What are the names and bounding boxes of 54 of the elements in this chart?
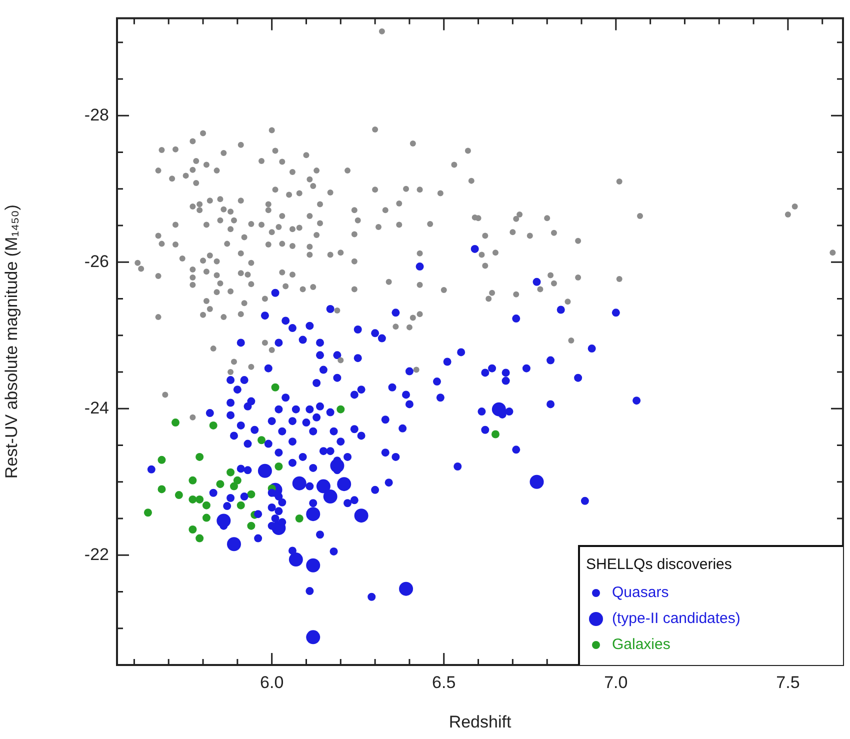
point bbox=[236, 501, 245, 510]
point bbox=[530, 474, 544, 489]
point bbox=[216, 480, 224, 488]
point bbox=[354, 508, 368, 523]
point bbox=[158, 456, 166, 464]
legend-label: Galaxies bbox=[612, 636, 670, 654]
point bbox=[226, 537, 241, 552]
x-axis-title: Redshift bbox=[448, 712, 512, 732]
x-tick-label: 7.5 bbox=[776, 672, 800, 692]
point bbox=[188, 525, 197, 534]
point bbox=[202, 514, 210, 522]
point bbox=[295, 514, 304, 522]
point bbox=[174, 491, 183, 500]
point bbox=[188, 476, 197, 484]
point bbox=[258, 436, 266, 444]
point bbox=[337, 477, 352, 492]
point bbox=[230, 482, 238, 490]
point bbox=[306, 507, 320, 522]
y-tick-label: -24 bbox=[84, 398, 109, 418]
point bbox=[196, 452, 204, 461]
point bbox=[144, 508, 152, 517]
legend-label: (type-II candidates) bbox=[612, 610, 740, 628]
point bbox=[188, 495, 197, 504]
point bbox=[233, 476, 242, 484]
point bbox=[209, 421, 218, 430]
point bbox=[316, 479, 330, 494]
point bbox=[247, 522, 256, 530]
legend-title: SHELLQs discoveries bbox=[586, 556, 732, 574]
point bbox=[306, 558, 320, 572]
point bbox=[274, 462, 283, 470]
point bbox=[323, 490, 338, 504]
y-tick-label: -26 bbox=[84, 252, 109, 271]
point bbox=[336, 405, 345, 414]
x-tick-label: 6.0 bbox=[260, 672, 284, 692]
y-tick-label: -28 bbox=[84, 105, 109, 124]
x-tick-label: 7.0 bbox=[604, 672, 628, 692]
point bbox=[226, 468, 235, 476]
point bbox=[491, 430, 500, 438]
point bbox=[292, 476, 306, 490]
point bbox=[196, 534, 204, 542]
point bbox=[258, 464, 272, 478]
point bbox=[247, 490, 256, 498]
point bbox=[196, 495, 204, 504]
x-tick-label: 6.5 bbox=[432, 672, 456, 692]
legend-label: Quasars bbox=[612, 584, 669, 602]
point bbox=[158, 485, 166, 494]
point bbox=[202, 501, 210, 510]
point bbox=[399, 582, 414, 596]
point bbox=[306, 630, 320, 644]
y-tick-label: -22 bbox=[84, 544, 109, 564]
point bbox=[271, 383, 280, 392]
point bbox=[171, 418, 180, 427]
point bbox=[288, 552, 303, 567]
y-axis-title: Rest-UV absolute magnitude (M₁₄₅₀) bbox=[2, 204, 21, 479]
